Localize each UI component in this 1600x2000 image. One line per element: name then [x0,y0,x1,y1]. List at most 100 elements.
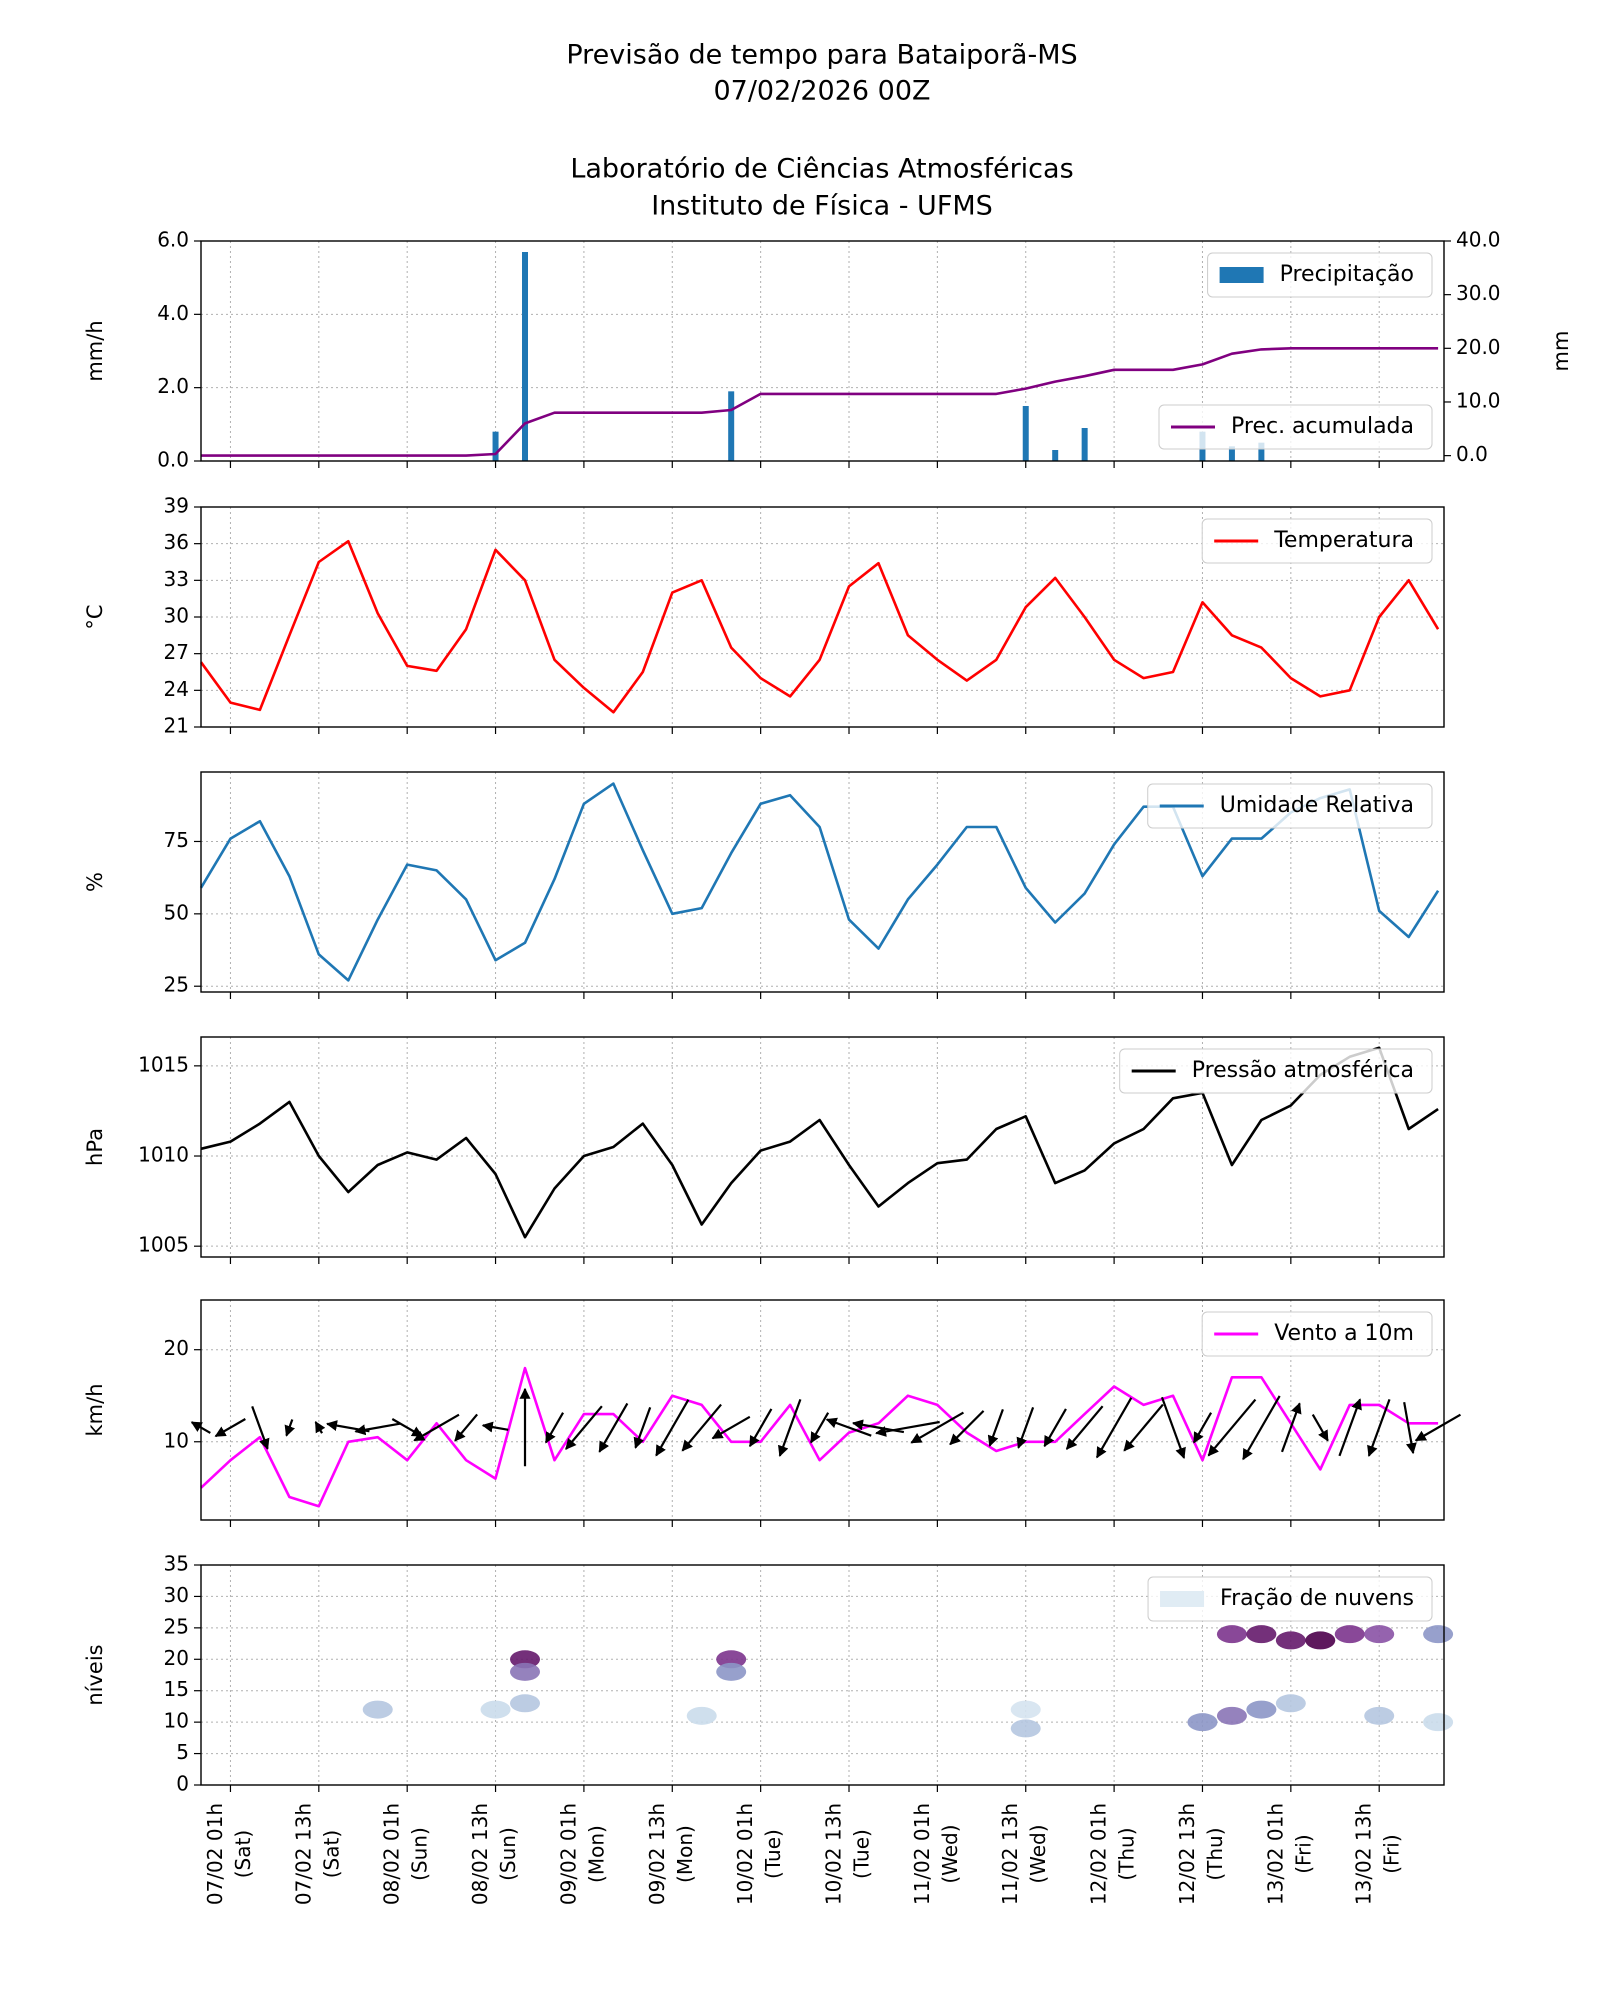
wind-arrow [748,1408,773,1448]
wind-arrow [987,1409,1004,1447]
y-tick-label: 21 [164,714,189,738]
line-series [200,1366,1439,1508]
y-tick-label: 10 [164,1428,189,1452]
cloud-cell [1246,1625,1277,1644]
bar [1022,406,1029,461]
cloud-cell [1187,1713,1218,1732]
legend-swatch [1219,267,1264,283]
cloud-cell [510,1650,541,1669]
y-tick-label: 6.0 [157,228,189,252]
x-tick-label: 13/02 13h [1352,1803,1376,1905]
cloud-cell [686,1706,717,1725]
bar [1228,446,1235,461]
wind-arrow [1242,1395,1281,1461]
y-tick-label: 75 [164,828,189,852]
wind-arrow [1016,1407,1035,1449]
line-series [201,347,1439,457]
y-tick-label: 0.0 [157,448,189,472]
x-tick-label: 09/02 01h [556,1803,580,1905]
cloud-cell [1216,1625,1247,1644]
plot-frame [200,240,1445,462]
wind-arrow [454,1413,478,1442]
y-tick-label: 20 [164,1646,189,1670]
legend-box [1201,1311,1433,1357]
title-line: Instituto de Física - UFMS [651,191,993,222]
y-tick-label: 0 [176,1772,189,1796]
x-tick-label: 12/02 13h [1175,1803,1199,1905]
bar [1052,450,1059,461]
line-series [200,1046,1439,1239]
cloud-cell [1216,1706,1247,1725]
wind-arrow [778,1398,802,1457]
legend-label: Fração de nuvens [1220,1586,1414,1611]
x-tick-label: (Tue) [850,1829,874,1879]
wind-arrow [1367,1398,1391,1457]
x-tick-label: (Sat) [319,1830,343,1878]
bar [522,252,529,461]
legend-box [1201,518,1433,564]
cloud-cell [1423,1625,1454,1644]
title-line: Laboratório de Ciências Atmosféricas [570,154,1073,185]
x-tick-label: (Fri) [1291,1834,1315,1873]
y-tick-label: 1010 [138,1143,189,1167]
x-tick-label: (Mon) [584,1825,608,1883]
x-tick-label: 10/02 01h [733,1803,757,1905]
legend-label: Umidade Relativa [1220,793,1414,818]
wind-arrow [1043,1408,1067,1448]
plot-frame [200,1564,1445,1786]
y-tick-label: 39 [164,494,189,518]
cloud-cell [1364,1625,1395,1644]
cloud-cell [1275,1694,1306,1713]
wind-arrow [544,1412,565,1444]
line-series [199,782,1440,982]
wind-arrow [481,1421,509,1433]
y2-axis-label: mm [1549,331,1573,372]
cloud-cell [716,1662,747,1681]
legend-label: Precipitação [1280,262,1414,287]
legend-box [1147,1576,1433,1622]
y-tick-label: 25 [164,1614,189,1638]
x-tick-label: 10/02 13h [822,1803,846,1905]
legend-box [1207,252,1433,298]
wind-arrow [1192,1412,1213,1444]
cloud-cell [1246,1700,1277,1719]
wind-arrow [251,1406,270,1450]
wind-arrow [354,1422,401,1436]
cloud-cell [1334,1625,1365,1644]
wind-arrow [1160,1396,1186,1459]
x-tick-label: (Tue) [761,1829,785,1879]
y-axis-label: mm/h [83,320,107,381]
wind-arrow [1095,1397,1133,1459]
wind-arrow [214,1418,246,1438]
y-tick-label: 15 [164,1677,189,1701]
y2-tick-label: 40.0 [1456,228,1501,252]
y-tick-label: 5 [176,1740,189,1764]
bar [1081,428,1088,461]
cloud-cell [1364,1706,1395,1725]
bar [728,391,735,461]
cloud-cell [1275,1631,1306,1650]
wind-arrow [565,1405,603,1450]
cloud-cell [716,1650,747,1669]
wind-arrow [1338,1398,1362,1457]
x-tick-label: (Sun) [496,1827,520,1881]
x-tick-label: 08/02 01h [380,1803,404,1905]
legend-label: Vento a 10m [1274,1321,1414,1346]
y-tick-label: 20 [164,1336,189,1360]
y-tick-label: 24 [164,677,189,701]
wind-arrow [711,1415,751,1440]
x-tick-label: 07/02 01h [203,1803,227,1905]
legend-label: Prec. acumulada [1231,414,1414,439]
y-tick-label: 1015 [138,1052,189,1076]
legend-label: Pressão atmosférica [1192,1058,1414,1083]
wind-arrow [633,1407,652,1449]
wind-arrow [825,1417,872,1437]
y-tick-label: 27 [164,640,189,664]
x-tick-label: 13/02 01h [1263,1803,1287,1905]
legend-box [1147,783,1433,829]
wind-arrow [1207,1398,1257,1457]
y-axis-label: % [83,872,107,892]
